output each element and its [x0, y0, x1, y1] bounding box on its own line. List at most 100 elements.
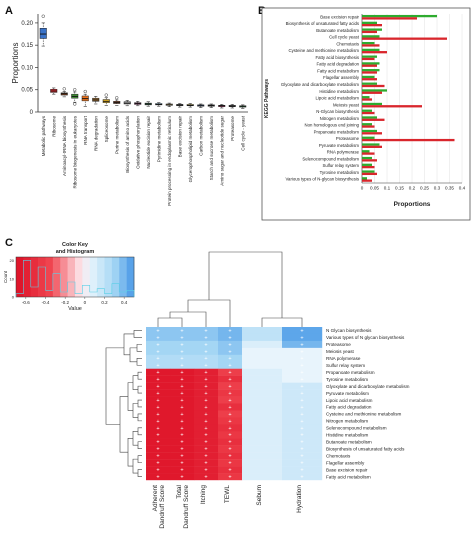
heatmap-cell — [194, 424, 219, 432]
heatmap-cell — [218, 368, 243, 376]
heatmap-cell-marker: + — [300, 342, 303, 348]
panel-b-category-label: Chemotaxis — [336, 41, 359, 46]
bar-green — [362, 102, 382, 106]
bar-red — [362, 98, 372, 101]
bar-green — [362, 109, 372, 112]
color-key-title-line-2: and Histogram — [56, 249, 95, 255]
heatmap-cell-marker: + — [204, 433, 207, 439]
heatmap-cell-marker: + — [180, 391, 183, 397]
heatmap-cell-marker: + — [204, 468, 207, 474]
heatmap-cell-marker: + — [156, 398, 159, 404]
heatmap-cell — [146, 445, 171, 453]
bar-red — [362, 152, 375, 155]
heatmap-cell — [194, 459, 219, 467]
heatmap-cell-marker: + — [180, 461, 183, 467]
heatmap-row-label: Biosynthesis of unsaturated fatty acids — [326, 446, 405, 451]
bar-red — [362, 30, 377, 34]
row-dendrogram-branch — [105, 347, 124, 425]
heatmap-row-label: Selenocompound metabolism — [326, 426, 387, 431]
heatmap-cell-marker: + — [204, 474, 207, 480]
box-outlier — [73, 102, 77, 106]
heatmap-cell — [242, 361, 283, 369]
heatmap-cell — [218, 403, 243, 411]
color-key-tick-label: 0.4 — [121, 300, 128, 305]
color-key-swatch — [111, 257, 120, 297]
row-dendrogram-branch — [137, 399, 142, 408]
panel-c-heatmap: Color Key and Histogram Value Count -0.6… — [3, 242, 410, 529]
color-key-y-tick-label: 20 — [10, 258, 15, 263]
heatmap-row-label: Pyruvate metabolism — [326, 391, 369, 396]
heatmap-cell-marker: + — [228, 391, 231, 397]
panel-b-category-label: Cell cycle yeast — [329, 35, 360, 40]
heatmap-cell-marker: + — [156, 412, 159, 418]
bar-red — [362, 145, 382, 148]
heatmap-cell — [282, 382, 323, 390]
color-key-histogram — [15, 260, 135, 297]
color-key-tick-label: -0.4 — [42, 300, 50, 305]
panel-a-x-tick-label: Oxidative phosphorylation — [135, 116, 140, 169]
heatmap-cell-marker: + — [228, 419, 231, 425]
heatmap-cell — [170, 389, 195, 397]
row-dendrogram-branch — [137, 371, 142, 380]
panel-b-x-tick-label: 0.4 — [459, 186, 466, 191]
heatmap-cell — [170, 361, 195, 369]
heatmap-cell-marker: + — [300, 391, 303, 397]
heatmap-cell-marker: + — [204, 419, 207, 425]
heatmap-cell — [146, 403, 171, 411]
color-key-swatch — [119, 257, 127, 297]
color-key-swatch — [75, 257, 83, 297]
heatmap-cell-marker: + — [228, 398, 231, 404]
bar-red — [362, 37, 447, 40]
heatmap-cell — [242, 431, 283, 439]
panel-b-bar-chart: KEGG Pathways Proportions 0 0.05 0.1 0.15 0.… — [261, 7, 471, 221]
column-dendrogram-branch — [208, 251, 283, 318]
heatmap-cell — [194, 473, 219, 481]
heatmap-cell-marker: + — [300, 426, 303, 432]
heatmap-cell-marker: + — [204, 412, 207, 418]
heatmap-cell-marker: + — [180, 447, 183, 453]
heatmap-cell — [146, 452, 171, 460]
heatmap-row-label: Meiosis yeast — [326, 349, 355, 354]
row-dendrogram-branch — [119, 396, 128, 453]
panel-a-y-tick-label: 0.05 — [21, 88, 33, 94]
panel-a-y-axis-label: Proportions — [11, 43, 20, 84]
heatmap-cell — [194, 327, 219, 335]
heatmap-cell-marker: + — [204, 342, 207, 348]
heatmap-cell — [146, 347, 171, 356]
heatmap-cell — [242, 438, 283, 446]
bar-green — [362, 41, 375, 45]
heatmap-row-label: N Glycan biosynthesis — [326, 328, 372, 333]
panel-b-category-label: Propanoate metabolism — [314, 129, 360, 134]
color-key-swatch — [89, 257, 98, 297]
panel-a-x-tick-label: Glycerophospholipid metabolism — [188, 116, 193, 183]
heatmap-cell-marker: + — [156, 440, 159, 446]
bar-green — [362, 156, 372, 160]
heatmap-cell-marker: + — [300, 447, 303, 453]
bar-red — [362, 84, 385, 88]
heatmap-cell-marker: + — [156, 356, 159, 362]
bar-red — [362, 125, 375, 128]
heatmap-cell — [242, 473, 283, 481]
heatmap-cell — [282, 466, 323, 474]
heatmap-cell — [170, 452, 195, 460]
heatmap-cell-marker: + — [156, 342, 159, 348]
heatmap-cell — [242, 327, 283, 335]
heatmap-cell — [194, 431, 219, 439]
heatmap-row-label: Flagellar assembly — [326, 460, 365, 465]
row-dendrogram-branch — [132, 431, 138, 446]
heatmap-cell — [194, 354, 219, 362]
color-key-swatch — [16, 257, 24, 297]
heatmap-row-label: Proteasome — [326, 342, 351, 347]
heatmap-row-label: Cysteine and methionine metabolism — [326, 412, 401, 417]
panel-a-x-tick-label: Protein processing in endoplasmic reticu… — [167, 116, 172, 206]
heatmap-cell-marker: + — [204, 349, 207, 355]
box-outlier — [73, 88, 77, 92]
heatmap-cell — [194, 347, 219, 356]
heatmap-column-label: Adherent — [152, 485, 159, 512]
heatmap-cell-marker: + — [204, 391, 207, 397]
heatmap-cell — [146, 354, 171, 362]
bar-green — [362, 89, 387, 92]
heatmap-cell — [170, 424, 195, 432]
heatmap-cell — [170, 327, 195, 335]
heatmap-cell — [146, 382, 171, 390]
